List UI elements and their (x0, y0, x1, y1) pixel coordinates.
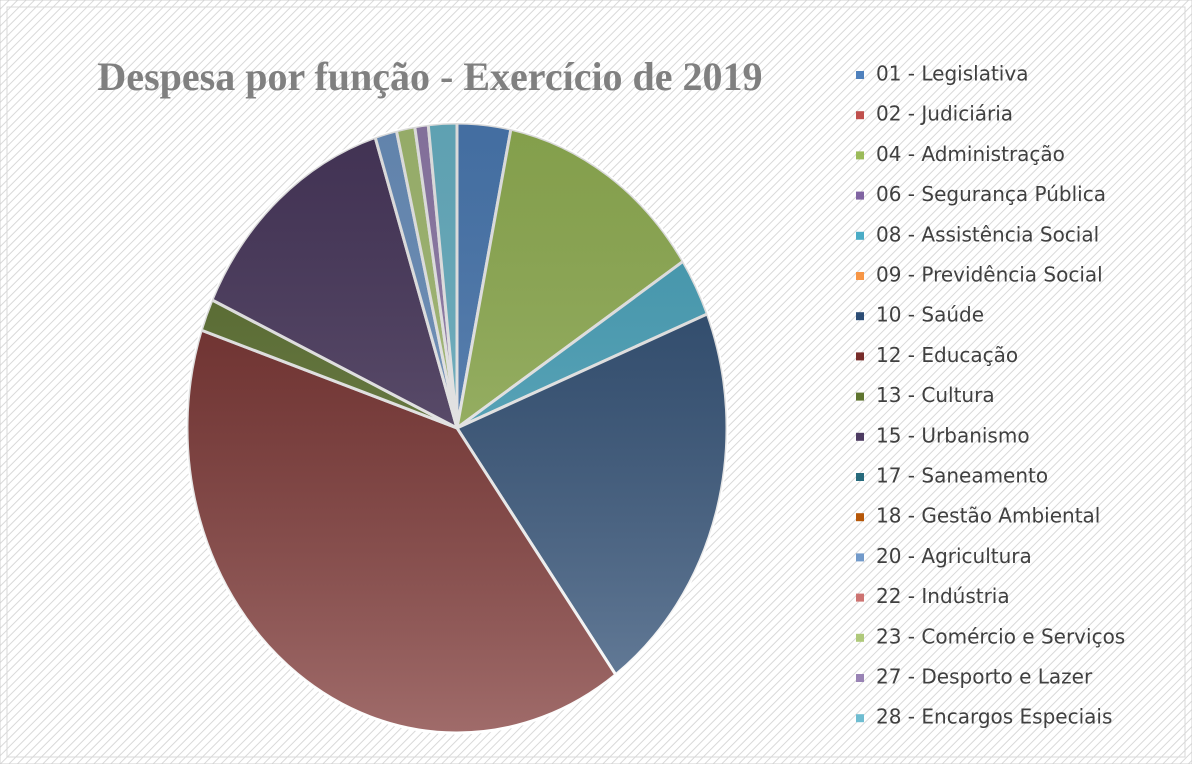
legend: 01 - Legislativa 02 - Judiciária 04 - Admi… (856, 62, 1125, 729)
legend-label: 18 - Gestão Ambiental (876, 504, 1100, 528)
legend-swatch (856, 674, 864, 682)
legend-label: 10 - Saúde (876, 303, 984, 327)
legend-label: 09 - Previdência Social (876, 263, 1103, 287)
legend-swatch (856, 473, 864, 481)
legend-label: 17 - Saneamento (876, 464, 1048, 488)
legend-swatch (856, 71, 864, 79)
legend-swatch (856, 633, 864, 642)
legend-swatch (856, 272, 864, 280)
legend-swatch (856, 111, 864, 120)
plot-border (6, 6, 1186, 758)
legend-label: 15 - Urbanismo (876, 423, 1030, 447)
legend-swatch (856, 312, 864, 321)
legend-label: 22 - Indústria (876, 584, 1010, 608)
legend-label: 27 - Desporto e Lazer (876, 665, 1093, 689)
legend-label: 02 - Judiciária (876, 102, 1013, 126)
legend-swatch (856, 553, 864, 562)
chart-title: Despesa por função - Exercício de 2019 (97, 54, 762, 99)
legend-label: 01 - Legislativa (876, 62, 1028, 86)
legend-swatch (856, 432, 864, 441)
legend-label: 13 - Cultura (876, 383, 995, 407)
legend-swatch (856, 392, 864, 401)
legend-label: 04 - Administração (876, 142, 1065, 166)
legend-label: 08 - Assistência Social (876, 222, 1099, 246)
legend-swatch (856, 191, 864, 200)
pie (185, 121, 729, 735)
legend-label: 06 - Segurança Pública (876, 182, 1106, 206)
legend-swatch (856, 714, 864, 723)
legend-label: 28 - Encargos Especiais (876, 705, 1112, 729)
legend-swatch (856, 593, 864, 602)
legend-swatch (856, 231, 864, 240)
legend-swatch (856, 513, 864, 522)
legend-label: 20 - Agricultura (876, 544, 1032, 568)
legend-swatch (856, 352, 864, 361)
legend-swatch (856, 151, 864, 160)
legend-label: 23 - Comércio e Serviços (876, 624, 1125, 648)
legend-label: 12 - Educação (876, 343, 1018, 367)
